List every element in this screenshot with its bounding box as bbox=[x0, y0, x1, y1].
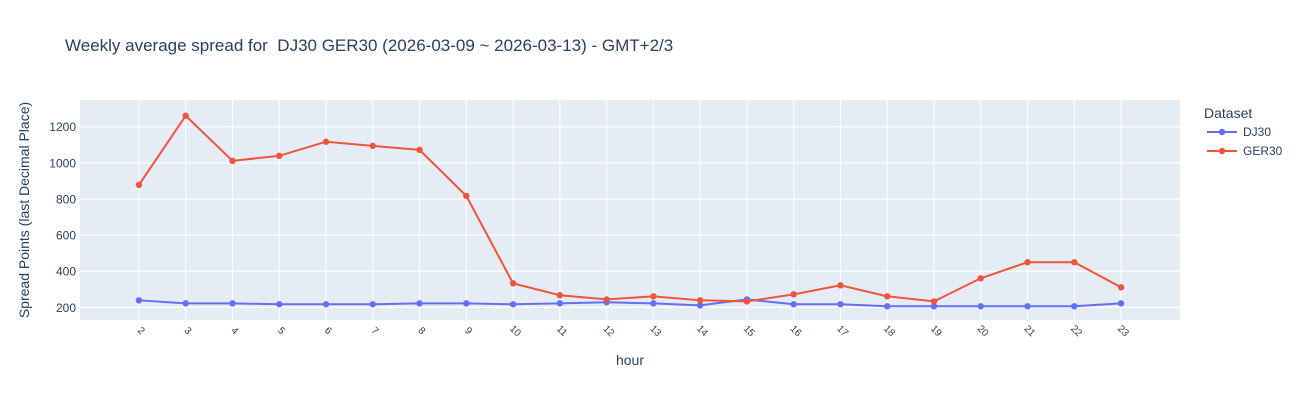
data-point[interactable] bbox=[556, 292, 564, 299]
data-point[interactable] bbox=[930, 298, 938, 305]
x-tick-label: 7 bbox=[369, 325, 381, 337]
series-ger30 bbox=[135, 112, 1125, 305]
data-point[interactable] bbox=[1117, 284, 1125, 291]
x-tick-label: 20 bbox=[975, 323, 991, 339]
data-point[interactable] bbox=[837, 301, 844, 308]
data-point[interactable] bbox=[509, 301, 517, 308]
legend: Dataset DJ30 GER30 bbox=[1204, 105, 1283, 158]
data-point[interactable] bbox=[276, 152, 283, 160]
series-dj30 bbox=[135, 296, 1125, 310]
x-tick-label: 22 bbox=[1068, 323, 1084, 339]
data-point[interactable] bbox=[1071, 303, 1078, 310]
data-point[interactable] bbox=[416, 146, 423, 154]
x-tick-label: 17 bbox=[834, 323, 850, 339]
data-point[interactable] bbox=[696, 297, 704, 304]
y-tick-label: 400 bbox=[56, 265, 76, 279]
y-tick-label: 1200 bbox=[49, 120, 76, 134]
y-tick-label: 200 bbox=[56, 301, 76, 315]
x-tick-label: 23 bbox=[1115, 323, 1131, 339]
data-point[interactable] bbox=[369, 142, 376, 150]
legend-item-dj30[interactable]: DJ30 bbox=[1207, 125, 1271, 139]
chart-title: Weekly average spread for DJ30 GER30 (20… bbox=[65, 36, 673, 55]
x-tick-label: 8 bbox=[415, 325, 427, 337]
data-point[interactable] bbox=[1024, 259, 1031, 266]
data-point[interactable] bbox=[509, 280, 517, 287]
legend-marker-icon bbox=[1218, 147, 1226, 155]
legend-item-ger30[interactable]: GER30 bbox=[1207, 144, 1283, 158]
data-point[interactable] bbox=[884, 303, 891, 310]
x-tick-label: 12 bbox=[601, 323, 617, 339]
data-point[interactable] bbox=[322, 138, 330, 145]
x-tick-label: 16 bbox=[788, 323, 804, 339]
data-point[interactable] bbox=[790, 291, 797, 298]
data-point[interactable] bbox=[276, 301, 283, 308]
legend-title: Dataset bbox=[1204, 105, 1252, 121]
data-point[interactable] bbox=[790, 301, 797, 308]
legend-label: DJ30 bbox=[1243, 125, 1271, 139]
x-tick-label: 5 bbox=[275, 325, 287, 337]
x-tick-label: 18 bbox=[881, 323, 897, 339]
x-tick-label: 21 bbox=[1021, 323, 1037, 339]
data-point[interactable] bbox=[1024, 303, 1031, 310]
data-point[interactable] bbox=[977, 275, 984, 282]
data-point[interactable] bbox=[369, 301, 376, 308]
data-point[interactable] bbox=[696, 302, 704, 309]
legend-label: GER30 bbox=[1243, 144, 1283, 158]
data-point[interactable] bbox=[743, 298, 751, 305]
data-point[interactable] bbox=[135, 297, 143, 304]
x-tick-label: 3 bbox=[182, 325, 194, 337]
y-tick-label: 600 bbox=[56, 229, 76, 243]
data-point[interactable] bbox=[603, 296, 610, 303]
data-point[interactable] bbox=[837, 282, 844, 289]
data-point[interactable] bbox=[556, 300, 564, 307]
series-line bbox=[138, 114, 1122, 303]
legend-marker-icon bbox=[1218, 128, 1226, 136]
data-point[interactable] bbox=[135, 181, 143, 189]
x-tick-label: 4 bbox=[228, 325, 240, 337]
x-tick-label: 10 bbox=[507, 323, 523, 339]
data-point[interactable] bbox=[1117, 300, 1125, 307]
x-tick-label: 11 bbox=[554, 324, 569, 339]
y-axis-label: Spread Points (last Decimal Place) bbox=[16, 102, 32, 318]
data-point[interactable] bbox=[977, 303, 984, 310]
x-tick-label: 9 bbox=[462, 325, 474, 337]
data-point[interactable] bbox=[884, 293, 891, 300]
y-tick-label: 1000 bbox=[49, 156, 76, 170]
data-point[interactable] bbox=[463, 300, 470, 307]
data-point[interactable] bbox=[182, 300, 189, 307]
data-point[interactable] bbox=[416, 300, 423, 307]
data-point[interactable] bbox=[229, 157, 236, 165]
x-tick-label: 2 bbox=[135, 325, 147, 337]
data-point[interactable] bbox=[1071, 259, 1078, 266]
plot-area[interactable] bbox=[80, 100, 1180, 320]
data-point[interactable] bbox=[463, 192, 470, 200]
x-tick-label: 15 bbox=[741, 323, 757, 339]
series-line bbox=[138, 298, 1122, 308]
data-point[interactable] bbox=[182, 112, 189, 119]
x-tick-label: 6 bbox=[322, 325, 334, 337]
y-tick-label: 800 bbox=[56, 192, 76, 206]
data-point[interactable] bbox=[322, 301, 330, 308]
x-tick-label: 19 bbox=[928, 323, 944, 339]
x-axis-label: hour bbox=[616, 352, 644, 368]
data-point[interactable] bbox=[650, 293, 657, 300]
data-point[interactable] bbox=[930, 303, 938, 310]
x-tick-label: 14 bbox=[694, 323, 710, 339]
data-point[interactable] bbox=[650, 300, 657, 307]
data-point[interactable] bbox=[229, 300, 236, 307]
x-tick-label: 13 bbox=[647, 323, 663, 339]
